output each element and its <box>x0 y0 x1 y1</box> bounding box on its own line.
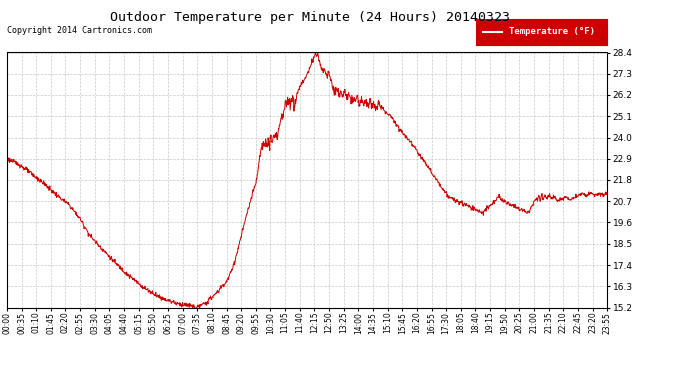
Text: Outdoor Temperature per Minute (24 Hours) 20140323: Outdoor Temperature per Minute (24 Hours… <box>110 11 511 24</box>
Text: Copyright 2014 Cartronics.com: Copyright 2014 Cartronics.com <box>7 26 152 35</box>
Text: Temperature (°F): Temperature (°F) <box>509 27 595 36</box>
